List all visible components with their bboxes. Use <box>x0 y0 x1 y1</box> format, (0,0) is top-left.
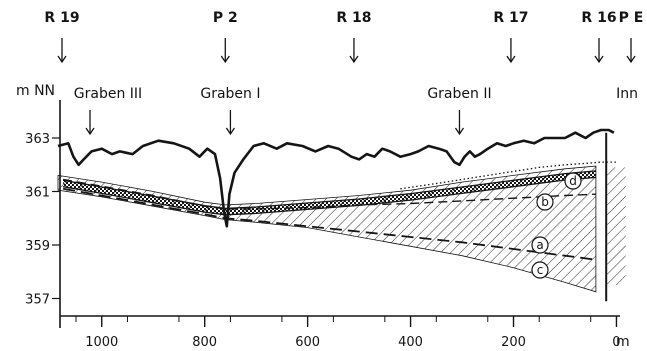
hatched-zone <box>57 165 597 293</box>
svg-text:c: c <box>537 263 544 277</box>
y-tick-label: 357 <box>25 293 50 308</box>
well-arrow-icon <box>220 38 230 64</box>
feature-label: Inn <box>616 86 638 102</box>
svg-text:b: b <box>541 195 549 209</box>
x-ticks: 1000 800 600 400 200 0 <box>75 316 621 350</box>
well-label: R 17 <box>493 10 528 26</box>
series-circle-label-d: d <box>564 172 582 190</box>
well-label: R 18 <box>336 10 371 26</box>
well-markers: R 19 P 2 R 18 R 17 R 16 P E <box>44 10 644 64</box>
series-line-a <box>62 187 597 261</box>
series-circle-label-c: c <box>531 261 549 279</box>
y-axis-unit-label: m NN <box>16 83 55 99</box>
x-tick-label: 400 <box>398 335 423 350</box>
svg-text:d: d <box>569 174 577 188</box>
well-label: P 2 <box>213 10 238 26</box>
well-arrow-icon <box>506 38 516 64</box>
feature-label: Graben II <box>427 86 491 102</box>
well-label: P E <box>619 10 644 26</box>
feature-label: Graben III <box>74 86 142 102</box>
hatched-zone-fill <box>57 165 597 293</box>
well-arrow-icon <box>349 38 359 64</box>
x-axis-unit-label: m <box>616 334 630 350</box>
series-line-d-lower-edge <box>62 176 596 216</box>
y-tick-label: 359 <box>25 239 50 254</box>
well-label: R 16 <box>581 10 616 26</box>
feature-arrow-icon <box>225 110 235 136</box>
series-line-surface <box>57 128 615 228</box>
series-circle-label-a: a <box>531 236 549 254</box>
series-line-dotted <box>400 161 617 190</box>
y-tick-label: 361 <box>25 186 50 201</box>
series-line-d-upper-edge <box>62 170 596 210</box>
feature-label: Graben I <box>200 86 260 102</box>
well-label: R 19 <box>44 10 79 26</box>
x-tick-label: 800 <box>192 335 217 350</box>
series-line-b <box>62 178 596 210</box>
feature-markers: Graben III Graben I Graben II Inn <box>74 86 638 136</box>
feature-arrow-icon <box>454 110 465 136</box>
x-tick-label: 600 <box>295 335 320 350</box>
series-circle-labels: d b ac <box>531 172 582 279</box>
y-tick-label: 363 <box>25 132 50 147</box>
river-bank <box>605 132 626 302</box>
well-arrow-icon <box>594 38 604 64</box>
bank-hatch <box>607 167 626 286</box>
series-line-d <box>62 171 597 215</box>
x-tick-label: 0 <box>612 335 620 350</box>
x-tick-label: 200 <box>501 335 526 350</box>
svg-text:a: a <box>536 238 543 252</box>
feature-arrow-icon <box>85 110 95 136</box>
y-ticks: 363 361 359 357 <box>25 132 60 308</box>
series-circle-label-b: b <box>536 193 554 211</box>
profile-lines <box>57 128 617 261</box>
x-tick-label: 1000 <box>85 335 118 350</box>
well-arrow-icon <box>57 38 67 64</box>
well-arrow-icon <box>626 38 636 64</box>
